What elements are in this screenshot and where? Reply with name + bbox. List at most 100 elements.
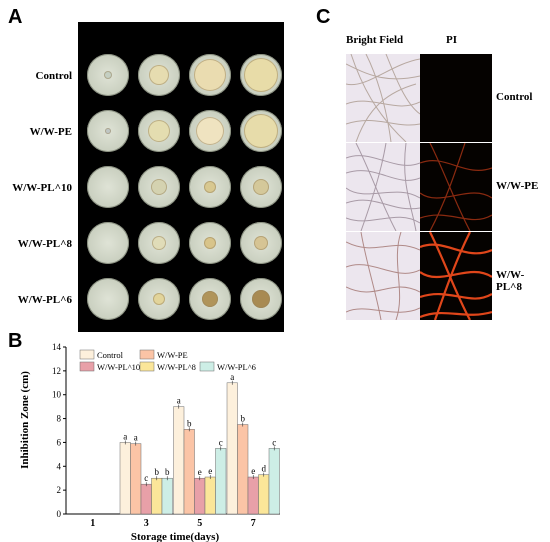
significance-letter: c	[144, 473, 148, 483]
fungal-colony	[148, 120, 170, 142]
fungal-colony	[149, 65, 169, 85]
bar	[151, 477, 163, 515]
fungal-colony	[104, 71, 112, 79]
legend-label: W/W-PL^10	[97, 362, 140, 372]
fungal-colony	[244, 58, 278, 92]
petri-dish	[240, 166, 282, 208]
fungal-colony	[244, 114, 278, 148]
panel-label-b: B	[8, 330, 23, 352]
bar	[173, 406, 185, 515]
significance-letter: e	[208, 466, 212, 476]
y-tick-label: 14	[52, 342, 62, 352]
group-label: W/W-PL^8	[17, 238, 72, 250]
petri-dish	[87, 166, 129, 208]
significance-letter: c	[272, 437, 276, 447]
bar	[183, 429, 195, 515]
significance-letter: b	[187, 418, 192, 428]
significance-letter: d	[262, 464, 267, 474]
pi-image-control	[420, 54, 492, 142]
y-tick-label: 0	[57, 509, 62, 519]
petri-dish	[87, 54, 129, 96]
fungal-colony	[194, 59, 226, 91]
bar	[130, 443, 142, 515]
x-tick-label: 3	[144, 518, 149, 529]
fungal-colony	[151, 179, 167, 195]
significance-letter: c	[219, 437, 223, 447]
petri-dish	[138, 278, 180, 320]
petri-dish	[240, 54, 282, 96]
legend-swatch	[139, 349, 155, 360]
petri-dish	[87, 222, 129, 264]
bar	[258, 474, 270, 515]
significance-letter: b	[241, 414, 246, 424]
row-label-pe: W/W-PE	[496, 180, 539, 192]
bar	[161, 477, 173, 515]
group-label: W/W-PL^10	[12, 182, 72, 194]
inhibition-zone-chart: Inhibition Zone (cm) Storage time(days) …	[19, 342, 280, 542]
petri-dish	[240, 110, 282, 152]
column-label-pi: PI	[446, 34, 457, 46]
fungal-colony	[153, 293, 165, 305]
significance-letter: e	[198, 467, 202, 477]
legend-label: W/W-PE	[157, 350, 188, 360]
fungal-colony	[152, 236, 166, 250]
bar	[140, 483, 152, 515]
panel-label-c: C	[316, 6, 331, 28]
legend-label: W/W-PL^8	[157, 362, 196, 372]
bright-field-image-pl8	[346, 232, 420, 320]
significance-letter: a	[230, 372, 234, 382]
bar	[204, 476, 216, 515]
fungal-colony	[204, 237, 216, 249]
y-tick-label: 12	[52, 366, 61, 376]
row-label-pl8: W/W-PL^8	[496, 269, 525, 293]
significance-letter: a	[123, 431, 127, 441]
petri-dish	[138, 222, 180, 264]
group-label: Control	[35, 70, 72, 82]
x-tick-label: 5	[197, 518, 202, 529]
significance-letter: b	[165, 467, 170, 477]
petri-dish	[138, 110, 180, 152]
y-tick-label: 8	[57, 414, 62, 424]
column-label-bright-field: Bright Field	[346, 34, 404, 46]
significance-letter: a	[134, 433, 138, 443]
bright-field-image-control	[346, 54, 420, 142]
petri-dish	[189, 222, 231, 264]
petri-dish-grid	[78, 22, 284, 332]
legend-swatch	[139, 361, 155, 372]
group-label: W/W-PE	[29, 126, 72, 138]
legend-swatch	[199, 361, 215, 372]
group-label: W/W-PL^6	[17, 294, 72, 306]
fungal-colony	[252, 290, 270, 308]
bar	[119, 442, 131, 515]
legend-swatch	[79, 361, 95, 372]
petri-dish	[138, 54, 180, 96]
bright-field-image-pe	[346, 143, 420, 231]
y-tick-label: 2	[57, 485, 62, 495]
petri-dish	[240, 278, 282, 320]
fungal-colony	[202, 291, 218, 307]
pi-image-pl8	[420, 232, 492, 320]
x-tick-label: 1	[90, 518, 95, 529]
pi-image-pe	[420, 143, 492, 231]
fungal-colony	[254, 236, 268, 250]
bar	[215, 448, 227, 515]
legend-swatch	[79, 349, 95, 360]
y-tick-label: 10	[52, 390, 62, 400]
bar	[247, 476, 259, 515]
y-axis-label: Inhibition Zone (cm)	[19, 371, 31, 469]
petri-dish	[138, 166, 180, 208]
fungal-colony	[105, 128, 111, 134]
significance-letter: a	[177, 396, 181, 406]
y-tick-label: 4	[57, 461, 62, 471]
petri-dish	[189, 54, 231, 96]
petri-dish	[87, 278, 129, 320]
legend-label: W/W-PL^6	[217, 362, 256, 372]
y-tick-label: 6	[57, 437, 62, 447]
significance-letter: e	[251, 466, 255, 476]
x-tick-label: 7	[251, 518, 256, 529]
petri-dish	[189, 166, 231, 208]
bar	[268, 448, 280, 515]
fungal-colony	[253, 179, 269, 195]
fungal-colony	[204, 181, 216, 193]
bar	[194, 477, 206, 515]
